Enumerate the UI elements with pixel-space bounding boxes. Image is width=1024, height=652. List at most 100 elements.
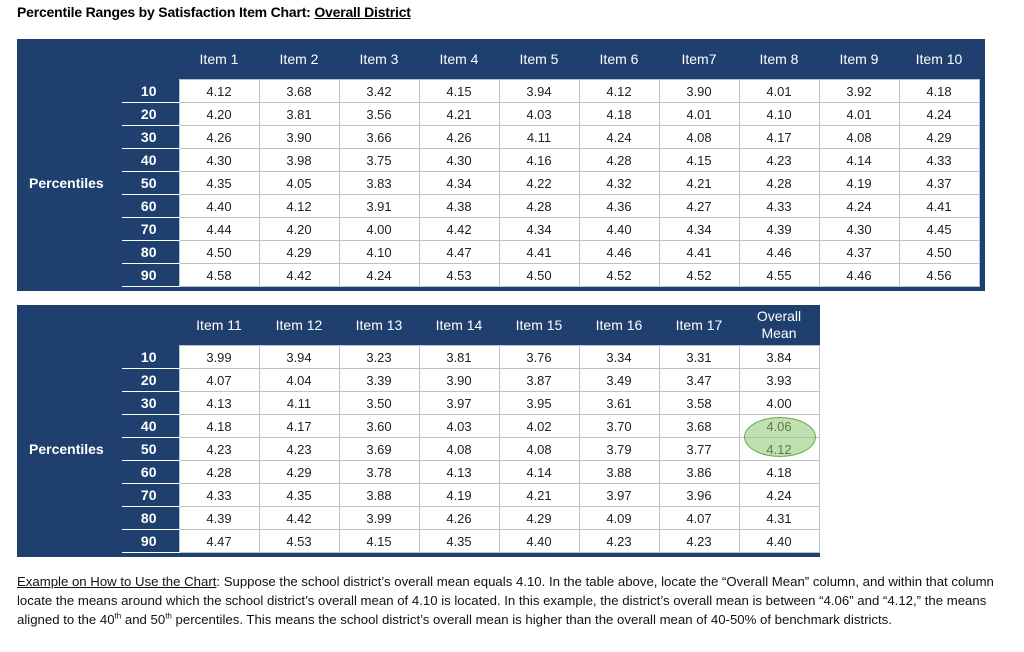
percentile-value: 40 [122,148,179,172]
table-cell: 4.24 [818,194,900,218]
table1-col-header: Item 5 [499,39,579,80]
table-cell: 4.00 [738,391,820,415]
table-cell: 3.98 [258,148,340,172]
table-cell: 4.58 [178,263,260,287]
table1-col-header: Item 8 [739,39,819,80]
overall-header-line1: Overall [756,308,802,324]
table-cell: 3.42 [338,79,420,103]
table2-col-header: Item 13 [339,305,419,346]
table-cell: 4.35 [178,171,260,195]
table-cell: 4.37 [818,240,900,264]
table-cell: 4.28 [178,460,260,484]
table-cell: 4.23 [178,437,260,461]
percentiles-label: Percentiles [17,345,122,553]
highlight-ellipse [744,417,816,457]
table-cell: 4.56 [898,263,980,287]
table-cell: 3.79 [578,437,660,461]
table-cell: 3.49 [578,368,660,392]
table-cell: 4.40 [738,529,820,553]
table-cell: 4.53 [418,263,500,287]
table1-col-header: Item 10 [899,39,979,80]
table-cell: 3.97 [578,483,660,507]
table-cell: 4.50 [178,240,260,264]
table-cell: 4.50 [898,240,980,264]
table-cell: 4.33 [178,483,260,507]
percentile-value: 90 [122,529,179,553]
table2-col-header: Item 11 [179,305,259,346]
percentile-value: 40 [122,414,179,438]
table-cell: 4.15 [418,79,500,103]
table-cell: 4.23 [738,148,820,172]
table-cell: 4.33 [898,148,980,172]
table-cell: 3.76 [498,345,580,369]
table-cell: 4.32 [578,171,660,195]
table-cell: 4.18 [738,460,820,484]
table2-header-row: Item 11 Item 12 Item 13 Item 14 Item 15 … [17,305,820,346]
table-cell: 3.83 [338,171,420,195]
table-cell: 3.34 [578,345,660,369]
table1-col-header: Item 4 [419,39,499,80]
table2-col-header-overall-mean: Overall Mean [739,305,819,346]
table-cell: 4.03 [418,414,500,438]
table1-col-header: Item 2 [259,39,339,80]
table-cell: 4.26 [418,125,500,149]
table-cell: 4.55 [738,263,820,287]
table-cell: 3.84 [738,345,820,369]
table-cell: 4.38 [418,194,500,218]
table-cell: 4.39 [738,217,820,241]
table-cell: 4.41 [658,240,740,264]
table-cell: 4.40 [178,194,260,218]
overall-header-line2: Mean [761,325,797,341]
table-cell: 4.24 [338,263,420,287]
percentile-value: 90 [122,263,179,287]
table-cell: 4.14 [818,148,900,172]
table-cell: 4.23 [258,437,340,461]
table-cell: 4.08 [418,437,500,461]
table-row: 404.184.173.604.034.023.703.684.06 [17,414,820,438]
table-cell: 3.70 [578,414,660,438]
percentile-value: 80 [122,506,179,530]
table-cell: 4.40 [498,529,580,553]
district-link[interactable]: Overall District [314,4,411,20]
page-title-prefix: Percentile Ranges by Satisfaction Item C… [17,4,315,20]
table-cell: 3.93 [738,368,820,392]
table-cell: 3.91 [338,194,420,218]
percentile-value: 10 [122,79,179,103]
table-cell: 4.34 [418,171,500,195]
table-cell: 4.42 [258,263,340,287]
table-cell: 4.21 [498,483,580,507]
table-cell: 4.04 [258,368,340,392]
table-cell: 3.68 [258,79,340,103]
table-cell: 4.30 [178,148,260,172]
table-cell: 3.90 [258,125,340,149]
percentile-value: 10 [122,345,179,369]
table-cell: 3.94 [258,345,340,369]
table-cell: 4.20 [258,217,340,241]
table-cell: 3.88 [578,460,660,484]
table-cell: 4.50 [498,263,580,287]
table-cell: 3.66 [338,125,420,149]
table-cell: 4.35 [418,529,500,553]
table-cell: 4.14 [498,460,580,484]
table-cell: 4.45 [898,217,980,241]
example-label: Example on How to Use the Chart [17,574,217,589]
table1-col-header: Item 1 [179,39,259,80]
table-cell: 4.20 [178,102,260,126]
table-cell: 4.03 [498,102,580,126]
table-cell: 3.50 [338,391,420,415]
table-row: 60 4.40 4.12 3.91 4.38 4.28 4.36 4.27 4.33 4.24 4.… [17,194,985,218]
percentile-table-items-11-17: Item 11 Item 12 Item 13 Item 14 Item 15 … [17,305,820,557]
table-cell: 4.08 [658,125,740,149]
table-cell: 4.12 [258,194,340,218]
table2-col-header: Item 16 [579,305,659,346]
percentile-value: 70 [122,483,179,507]
percentiles-label: Percentiles [17,79,122,287]
table-cell: 4.31 [738,506,820,530]
table-cell: 4.01 [658,102,740,126]
table-cell: 4.02 [498,414,580,438]
table-cell: 4.42 [418,217,500,241]
percentile-value: 20 [122,102,179,126]
table-row: 70 4.44 4.20 4.00 4.42 4.34 4.40 4.34 4.39 4.30 4.… [17,217,985,241]
table-cell: 4.52 [658,263,740,287]
table-cell: 4.29 [258,460,340,484]
